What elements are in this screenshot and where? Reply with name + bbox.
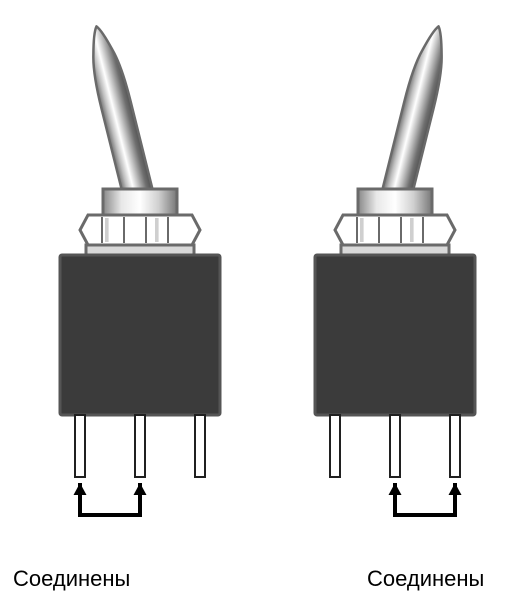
switch-nut <box>335 215 455 245</box>
label-left: Соединены <box>13 566 130 592</box>
switch-pin-1 <box>135 415 145 477</box>
switch-lever[interactable] <box>82 23 155 205</box>
switch-pin-0 <box>330 415 340 477</box>
switch-collar <box>103 189 177 215</box>
switch-lever[interactable] <box>380 23 453 205</box>
switch-pin-2 <box>195 415 205 477</box>
switch-body <box>315 255 475 415</box>
switch-right <box>295 0 495 565</box>
toggle-switch-left <box>40 0 240 560</box>
switch-pin-1 <box>390 415 400 477</box>
switch-left <box>40 0 240 565</box>
switch-nut <box>80 215 200 245</box>
switch-body <box>60 255 220 415</box>
switch-pin-0 <box>75 415 85 477</box>
toggle-switch-right <box>295 0 495 560</box>
label-right: Соединены <box>367 566 484 592</box>
connection-bracket <box>389 483 462 515</box>
connection-bracket <box>74 483 147 515</box>
switch-collar <box>358 189 432 215</box>
switch-pin-2 <box>450 415 460 477</box>
